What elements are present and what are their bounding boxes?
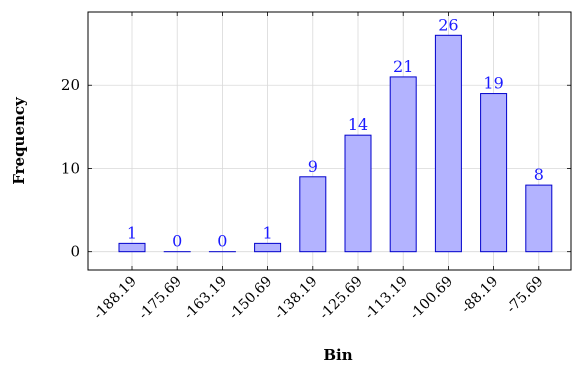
x-tick-label: -75.69 — [504, 274, 547, 317]
x-tick-label: -113.19 — [362, 274, 411, 323]
bar-data-label: 26 — [438, 15, 458, 34]
bar — [255, 243, 281, 251]
bar — [300, 177, 326, 252]
x-tick-label: -150.69 — [226, 274, 275, 323]
bar — [390, 77, 416, 252]
bar-data-label: 0 — [172, 232, 182, 251]
x-tick-label: -88.19 — [458, 274, 501, 317]
x-tick-label: -188.19 — [91, 274, 140, 323]
x-ticks-layer: -188.19-175.69-163.19-150.69-138.19-125.… — [91, 12, 547, 323]
x-tick-label: -175.69 — [136, 274, 185, 323]
x-tick-label: -163.19 — [181, 274, 230, 323]
x-tick-label: -100.69 — [407, 274, 456, 323]
x-axis-title: Bin — [323, 346, 352, 364]
bar-data-label: 8 — [534, 165, 544, 184]
bar — [481, 94, 507, 252]
bar-data-label: 14 — [348, 115, 368, 134]
bar-data-label: 1 — [127, 223, 137, 242]
bar-data-label: 21 — [393, 57, 413, 76]
y-tick-label: 0 — [70, 243, 80, 261]
y-tick-label: 10 — [61, 159, 80, 177]
bar — [526, 185, 552, 252]
x-tick-label: -125.69 — [317, 274, 366, 323]
bar — [119, 243, 145, 251]
bar — [345, 135, 371, 252]
bar-data-label: 1 — [263, 223, 273, 242]
bar-data-label: 9 — [308, 157, 318, 176]
x-tick-label: -138.19 — [271, 274, 320, 323]
bar-data-label: 0 — [217, 232, 227, 251]
bar — [435, 35, 461, 251]
y-axis-title: Frequency — [10, 96, 28, 185]
bar-data-label: 19 — [483, 74, 503, 93]
y-tick-label: 20 — [61, 76, 80, 94]
bars-layer — [119, 35, 552, 251]
